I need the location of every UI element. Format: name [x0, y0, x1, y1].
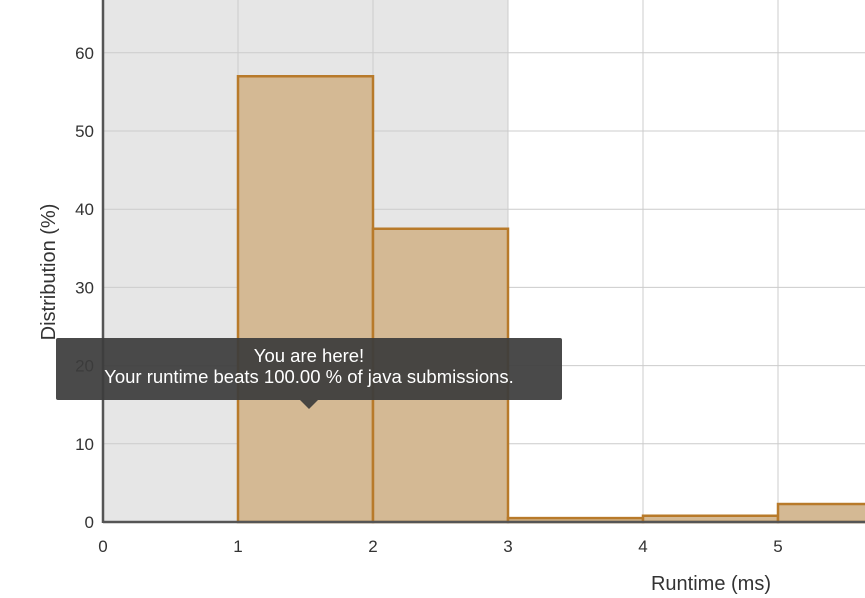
- tooltip-heading: You are here!: [253, 345, 365, 366]
- y-tick-label: 60: [75, 44, 94, 63]
- x-tick-label: 0: [98, 537, 107, 556]
- histogram-bars: [236, 75, 865, 524]
- x-tick-label: 1: [233, 537, 242, 556]
- tooltip-arrow: [300, 400, 318, 409]
- y-axis-title: Distribution (%): [38, 204, 60, 341]
- axes: [101, 0, 865, 524]
- x-tick-label: 4: [638, 537, 647, 556]
- x-tick-label: 3: [503, 537, 512, 556]
- x-tick-label: 5: [773, 537, 782, 556]
- y-tick-label: 50: [75, 122, 94, 141]
- y-tick-label: 30: [75, 278, 94, 297]
- tooltip: You are here! Your runtime beats 100.00 …: [56, 338, 562, 400]
- histogram-bar: [236, 75, 375, 524]
- histogram-bar: [776, 502, 865, 524]
- tooltip-message: Your runtime beats 100.00 % of java subm…: [104, 366, 514, 387]
- x-axis-title: Runtime (ms): [651, 573, 771, 595]
- y-tick-label: 10: [75, 435, 94, 454]
- y-tick-label: 40: [75, 200, 94, 219]
- x-tick-label: 2: [368, 537, 377, 556]
- y-tick-label: 0: [85, 513, 94, 532]
